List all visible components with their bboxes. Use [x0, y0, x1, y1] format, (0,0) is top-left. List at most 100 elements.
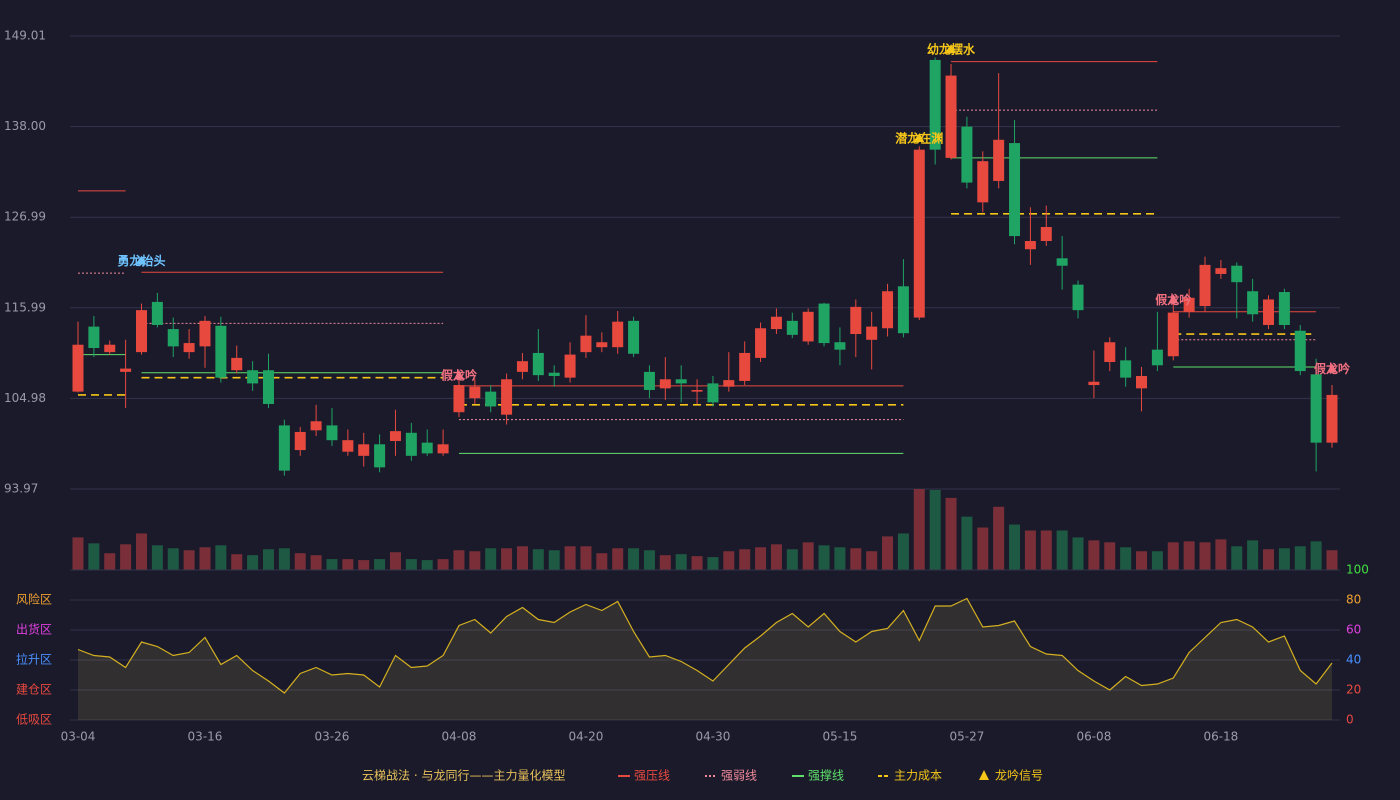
x-tick-label: 06-18 [1203, 730, 1238, 744]
volume-bar [278, 548, 290, 570]
volume-bar [1183, 541, 1195, 570]
volume-bar [913, 489, 925, 570]
y-tick-label: 126.99 [4, 210, 46, 224]
candle-body [1247, 291, 1259, 315]
candle-body [1310, 374, 1322, 443]
volume-bar [167, 548, 179, 570]
volume-bar [247, 555, 259, 570]
x-tick-label: 04-08 [442, 730, 477, 744]
candle-body [1278, 292, 1290, 325]
candle-body [1199, 264, 1211, 307]
signal-label: 假龙吟 [1155, 292, 1191, 307]
volume-bar [1104, 542, 1116, 570]
candle-body [1231, 265, 1243, 283]
legend-label: 强压线 [634, 769, 670, 783]
volume-bar [120, 544, 132, 570]
volume-bar [1136, 551, 1148, 570]
candle-body [596, 342, 608, 348]
osc-tick-label: 60 [1346, 623, 1361, 637]
candle-body [866, 326, 878, 340]
candle-body [104, 344, 116, 353]
candle-body [1024, 241, 1036, 250]
volume-bar [977, 527, 989, 570]
volume-bar [1088, 540, 1100, 570]
candle-body [262, 370, 274, 404]
volume-bar [643, 550, 655, 570]
candle-body [501, 379, 513, 415]
volume-bar [1024, 530, 1036, 570]
volume-bar [850, 548, 862, 570]
zone-label: 风险区 [16, 592, 52, 607]
osc-line [77, 597, 1333, 694]
legend-title: 云梯战法 · 与龙同行——主力量化模型 [362, 769, 565, 783]
candle-body [628, 320, 640, 354]
y-tick-label: 138.00 [4, 119, 46, 133]
candle-body [88, 326, 100, 349]
candle-body [770, 316, 782, 330]
volume-bar [262, 549, 274, 570]
volume-bar [945, 497, 957, 570]
volume-bar [818, 545, 830, 570]
x-tick-label: 04-30 [695, 730, 730, 744]
volume-bar [1040, 530, 1052, 570]
legend-swatch [979, 770, 989, 780]
candle-body [294, 431, 306, 451]
volume-bar [358, 560, 370, 570]
candle-body [929, 59, 941, 150]
candle-body [374, 444, 386, 468]
zone-label: 建仓区 [16, 683, 52, 697]
candle-body [389, 431, 401, 442]
legend-label: 龙吟信号 [995, 768, 1043, 783]
osc-tick-label: 0 [1346, 713, 1354, 727]
legend-label: 强弱线 [721, 769, 757, 783]
candle-body [739, 352, 751, 381]
candle-body [278, 425, 290, 471]
volume-bar [882, 536, 894, 570]
volume-bar [389, 552, 401, 570]
candle-body [1072, 284, 1084, 311]
candle-body [612, 321, 624, 348]
candle-body [1120, 360, 1132, 378]
volume-bar [516, 546, 528, 570]
candle-body [755, 328, 767, 358]
volume-bar [88, 543, 100, 570]
volume-bar [897, 533, 909, 570]
candle-body [1326, 394, 1338, 443]
volume-bar [1247, 540, 1259, 570]
candle-body [818, 303, 830, 344]
candle-body [516, 361, 528, 372]
osc-tick-label: 40 [1346, 653, 1361, 667]
candle-body [707, 383, 719, 403]
x-tick-label: 03-16 [188, 730, 223, 744]
candle-body [310, 421, 322, 431]
candle-body [421, 442, 433, 454]
y-tick-label: 104.98 [4, 391, 46, 405]
candle-body [532, 352, 544, 376]
volume-bar [326, 559, 338, 570]
candle-body [1088, 381, 1100, 386]
candle-body [199, 320, 211, 347]
volume-bar [374, 559, 386, 570]
volume-bar [437, 559, 449, 570]
candle-body [1056, 258, 1068, 266]
candle-body [945, 75, 957, 158]
volume-bar [675, 554, 687, 570]
osc-tick-label: 20 [1346, 683, 1361, 697]
candle-body [1215, 268, 1227, 274]
candle-body [247, 370, 259, 384]
osc-tick-label: 80 [1346, 593, 1361, 607]
candle-body [691, 389, 703, 392]
x-tick-label: 05-15 [822, 730, 857, 744]
volume-bar [628, 548, 640, 570]
volume-bar [770, 544, 782, 570]
volume-bar [834, 547, 846, 570]
candle-body [72, 344, 84, 392]
legend-label: 强撑线 [808, 768, 844, 783]
candle-body [342, 440, 354, 452]
volume-bar [310, 555, 322, 570]
volume-bar [580, 546, 592, 570]
candle-body [659, 379, 671, 389]
volume-bar [405, 559, 417, 570]
x-tick-label: 06-08 [1076, 730, 1111, 744]
